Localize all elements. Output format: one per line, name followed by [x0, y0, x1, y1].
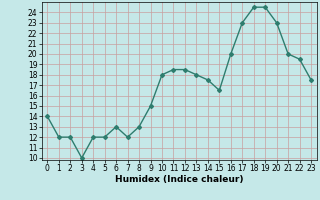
X-axis label: Humidex (Indice chaleur): Humidex (Indice chaleur) — [115, 175, 244, 184]
